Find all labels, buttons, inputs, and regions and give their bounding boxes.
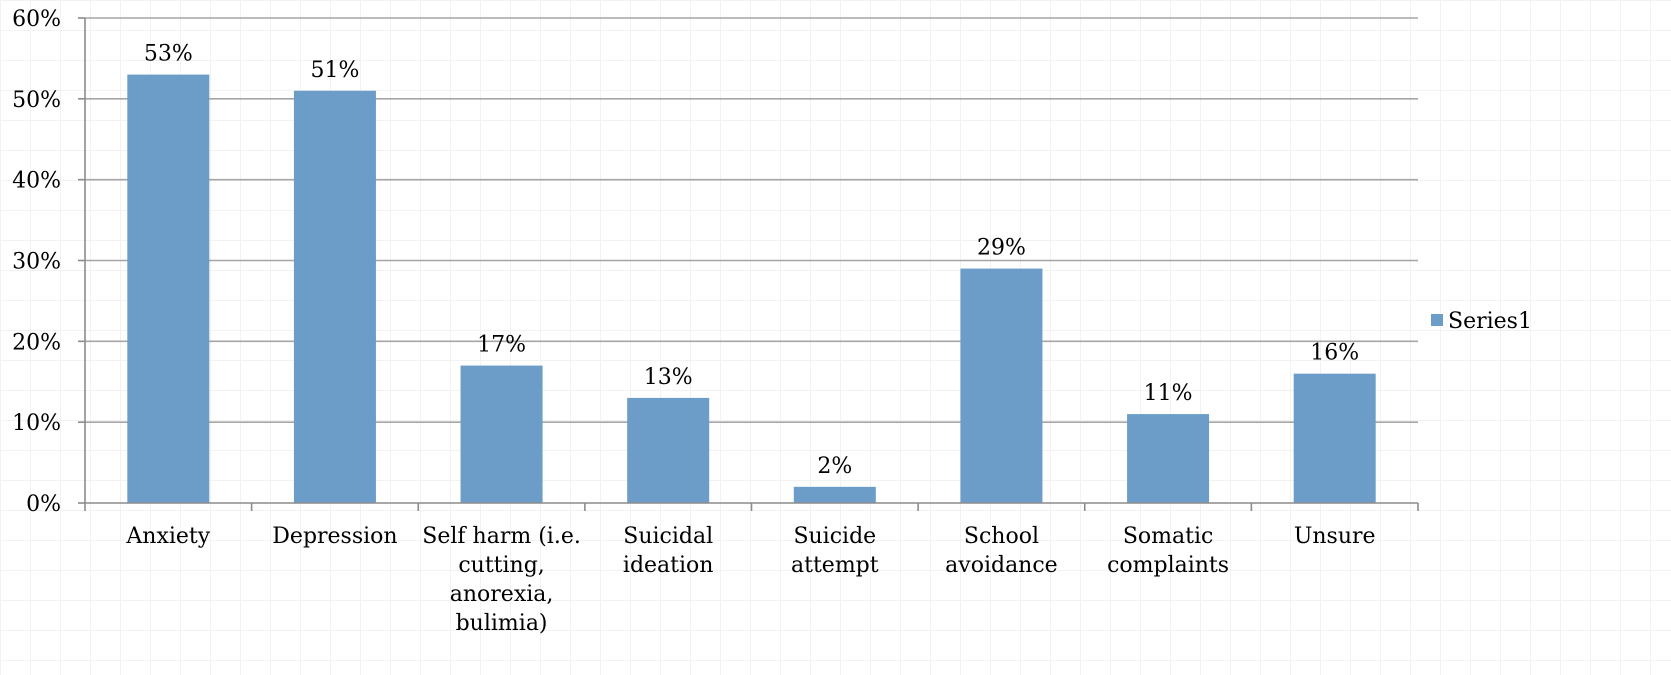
x-tick-label: Suicide attempt (791, 524, 879, 578)
x-tick-label-line: cutting, (458, 553, 544, 578)
x-tick-label: School avoidance (945, 524, 1058, 578)
bar (460, 365, 543, 503)
x-tick-label: Self harm (i.e. cutting, anorexia, bulimia) (422, 524, 581, 636)
legend-label-series1: Series1 (1448, 309, 1532, 334)
bar (127, 74, 210, 503)
data-label: 16% (1310, 341, 1359, 366)
legend: Series1 (1431, 309, 1532, 334)
bars (127, 74, 1376, 503)
x-tick-label-line: avoidance (945, 553, 1058, 578)
x-tick-label: Depression (272, 524, 397, 549)
y-tick-labels: 0% 10% 20% 30% 40% 50% 60% (12, 7, 61, 517)
y-tick-label: 60% (12, 7, 61, 32)
x-tick-label: Unsure (1294, 524, 1376, 549)
x-tick-label-line: Somatic (1123, 524, 1214, 549)
data-label: 51% (310, 58, 359, 83)
x-tick-label: Suicidal ideation (623, 524, 714, 578)
bar (293, 90, 376, 503)
y-tick-label: 40% (12, 169, 61, 194)
x-tick-label-line: complaints (1107, 553, 1229, 578)
data-labels: 53% 51% 17% 13% 2% 29% 11% 16% (144, 42, 1359, 479)
x-tick-label-line: Unsure (1294, 524, 1376, 549)
bar (960, 268, 1043, 503)
y-tick-label: 50% (12, 88, 61, 113)
bar (1293, 373, 1376, 503)
y-tick-label: 20% (12, 330, 61, 355)
x-tick-label-line: ideation (623, 553, 714, 578)
data-label: 11% (1144, 381, 1193, 406)
data-label: 13% (644, 365, 693, 390)
y-tick-label: 0% (26, 492, 61, 517)
bar (1127, 414, 1210, 503)
x-tick-label-line: Self harm (i.e. (422, 524, 581, 549)
legend-swatch-series1 (1431, 314, 1443, 326)
data-label: 53% (144, 42, 193, 67)
x-tick-labels: Anxiety Depression Self harm (i.e. cutting,… (125, 524, 1375, 636)
x-tick-label-line: attempt (791, 553, 879, 578)
data-label: 29% (977, 236, 1026, 261)
x-tick-label-line: Suicidal (623, 524, 713, 549)
x-tick-label-line: Anxiety (125, 524, 210, 549)
y-tick-label: 30% (12, 250, 61, 275)
data-label: 2% (817, 454, 852, 479)
x-tick-label-line: anorexia, (450, 582, 554, 607)
x-tick-label-line: Suicide (793, 524, 876, 549)
bar (627, 397, 710, 503)
x-tick-label: Somatic complaints (1107, 524, 1229, 578)
x-tick-label: Anxiety (125, 524, 210, 549)
y-tick-label: 10% (12, 411, 61, 436)
bar (793, 486, 876, 503)
data-label: 17% (477, 333, 526, 358)
axes (78, 17, 1419, 511)
gridlines (85, 17, 1418, 423)
x-tick-label-line: School (964, 524, 1039, 549)
x-tick-label-line: bulimia) (456, 611, 548, 636)
x-tick-label-line: Depression (272, 524, 397, 549)
